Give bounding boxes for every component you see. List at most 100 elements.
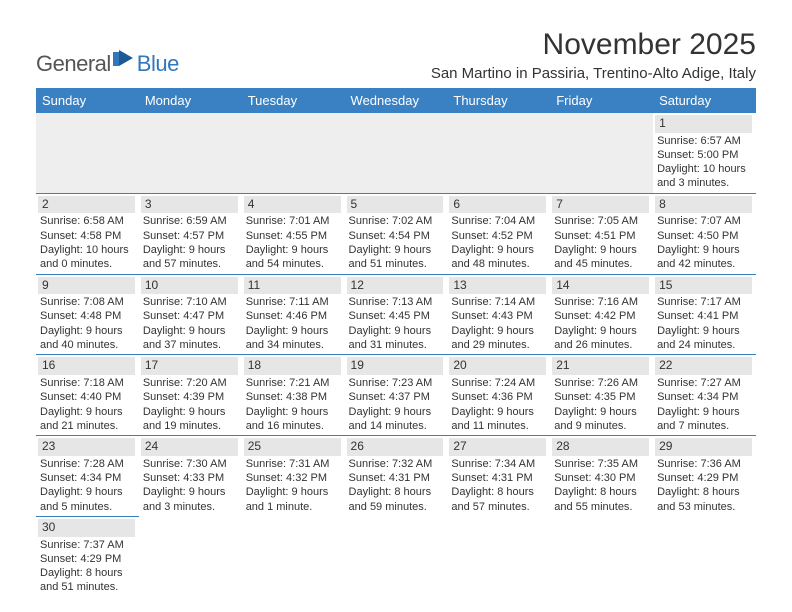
day-number: 4 [244,196,341,214]
calendar-cell: 3Sunrise: 6:59 AMSunset: 4:57 PMDaylight… [139,193,242,274]
sunrise-text: Sunrise: 7:21 AM [244,376,341,390]
daylight-text: and 9 minutes. [552,419,649,433]
daylight-text: Daylight: 9 hours [38,405,135,419]
sunset-text: Sunset: 4:57 PM [141,229,238,243]
daylight-text: and 40 minutes. [38,338,135,352]
sunset-text: Sunset: 4:39 PM [141,390,238,404]
daylight-text: Daylight: 9 hours [449,405,546,419]
daylight-text: and 21 minutes. [38,419,135,433]
calendar-cell: 16Sunrise: 7:18 AMSunset: 4:40 PMDayligh… [36,355,139,436]
daylight-text: Daylight: 9 hours [347,324,444,338]
daylight-text: Daylight: 9 hours [655,243,752,257]
day-number: 23 [38,438,135,456]
calendar-cell: 10Sunrise: 7:10 AMSunset: 4:47 PMDayligh… [139,274,242,355]
sunrise-text: Sunrise: 7:23 AM [347,376,444,390]
daylight-text: Daylight: 9 hours [347,405,444,419]
daylight-text: Daylight: 9 hours [655,405,752,419]
sunset-text: Sunset: 4:38 PM [244,390,341,404]
sunrise-text: Sunrise: 7:08 AM [38,295,135,309]
sunrise-text: Sunrise: 7:10 AM [141,295,238,309]
daylight-text: Daylight: 9 hours [552,405,649,419]
calendar-cell: 25Sunrise: 7:31 AMSunset: 4:32 PMDayligh… [242,436,345,517]
daylight-text: and 24 minutes. [655,338,752,352]
daylight-text: Daylight: 9 hours [38,485,135,499]
daylight-text: Daylight: 10 hours [655,162,752,176]
day-number: 9 [38,277,135,295]
sunset-text: Sunset: 4:51 PM [552,229,649,243]
daylight-text: and 51 minutes. [347,257,444,271]
calendar-cell: 13Sunrise: 7:14 AMSunset: 4:43 PMDayligh… [447,274,550,355]
day-number: 5 [347,196,444,214]
sunrise-text: Sunrise: 7:01 AM [244,214,341,228]
daylight-text: Daylight: 9 hours [244,485,341,499]
daylight-text: Daylight: 9 hours [244,324,341,338]
daylight-text: and 53 minutes. [655,500,752,514]
calendar-cell: 15Sunrise: 7:17 AMSunset: 4:41 PMDayligh… [653,274,756,355]
calendar-cell: 11Sunrise: 7:11 AMSunset: 4:46 PMDayligh… [242,274,345,355]
daylight-text: and 3 minutes. [655,176,752,190]
sunset-text: Sunset: 4:34 PM [38,471,135,485]
page-title: November 2025 [431,28,756,62]
sunset-text: Sunset: 4:43 PM [449,309,546,323]
day-number: 29 [655,438,752,456]
daylight-text: and 48 minutes. [449,257,546,271]
sunrise-text: Sunrise: 6:59 AM [141,214,238,228]
daylight-text: Daylight: 9 hours [552,243,649,257]
calendar-cell: 18Sunrise: 7:21 AMSunset: 4:38 PMDayligh… [242,355,345,436]
calendar-cell: 30Sunrise: 7:37 AMSunset: 4:29 PMDayligh… [36,516,139,596]
day-number: 10 [141,277,238,295]
day-number: 6 [449,196,546,214]
sunset-text: Sunset: 4:29 PM [38,552,135,566]
sunrise-text: Sunrise: 7:11 AM [244,295,341,309]
calendar-cell: 26Sunrise: 7:32 AMSunset: 4:31 PMDayligh… [345,436,448,517]
daylight-text: and 31 minutes. [347,338,444,352]
calendar-cell: 21Sunrise: 7:26 AMSunset: 4:35 PMDayligh… [550,355,653,436]
daylight-text: Daylight: 9 hours [141,485,238,499]
daylight-text: and 0 minutes. [38,257,135,271]
sunrise-text: Sunrise: 7:24 AM [449,376,546,390]
sunrise-text: Sunrise: 7:27 AM [655,376,752,390]
daylight-text: and 19 minutes. [141,419,238,433]
day-number: 24 [141,438,238,456]
daylight-text: and 51 minutes. [38,580,135,594]
daylight-text: and 45 minutes. [552,257,649,271]
calendar-cell: 20Sunrise: 7:24 AMSunset: 4:36 PMDayligh… [447,355,550,436]
daylight-text: and 37 minutes. [141,338,238,352]
sunrise-text: Sunrise: 7:13 AM [347,295,444,309]
calendar-row: 16Sunrise: 7:18 AMSunset: 4:40 PMDayligh… [36,355,756,436]
sunset-text: Sunset: 4:33 PM [141,471,238,485]
sunset-text: Sunset: 4:45 PM [347,309,444,323]
sunset-text: Sunset: 4:54 PM [347,229,444,243]
daylight-text: and 16 minutes. [244,419,341,433]
sunrise-text: Sunrise: 7:16 AM [552,295,649,309]
day-number: 17 [141,357,238,375]
sunset-text: Sunset: 4:48 PM [38,309,135,323]
calendar-cell: 14Sunrise: 7:16 AMSunset: 4:42 PMDayligh… [550,274,653,355]
daylight-text: and 26 minutes. [552,338,649,352]
calendar-cell: 2Sunrise: 6:58 AMSunset: 4:58 PMDaylight… [36,193,139,274]
day-header: Friday [550,88,653,113]
logo-text-blue: Blue [137,51,179,77]
daylight-text: Daylight: 9 hours [552,324,649,338]
daylight-text: and 55 minutes. [552,500,649,514]
sunrise-text: Sunrise: 6:58 AM [38,214,135,228]
calendar-cell: 4Sunrise: 7:01 AMSunset: 4:55 PMDaylight… [242,193,345,274]
sunrise-text: Sunrise: 7:34 AM [449,457,546,471]
calendar-cell [139,516,242,596]
calendar-cell: 6Sunrise: 7:04 AMSunset: 4:52 PMDaylight… [447,193,550,274]
day-number: 28 [552,438,649,456]
daylight-text: Daylight: 9 hours [244,243,341,257]
daylight-text: Daylight: 9 hours [655,324,752,338]
title-block: November 2025 San Martino in Passiria, T… [431,28,756,82]
daylight-text: and 11 minutes. [449,419,546,433]
calendar-cell [139,113,242,193]
sunset-text: Sunset: 4:47 PM [141,309,238,323]
calendar-cell [447,516,550,596]
daylight-text: and 7 minutes. [655,419,752,433]
day-number: 2 [38,196,135,214]
sunset-text: Sunset: 4:31 PM [449,471,546,485]
calendar-cell: 12Sunrise: 7:13 AMSunset: 4:45 PMDayligh… [345,274,448,355]
sunrise-text: Sunrise: 7:04 AM [449,214,546,228]
calendar-row: 2Sunrise: 6:58 AMSunset: 4:58 PMDaylight… [36,193,756,274]
sunset-text: Sunset: 4:52 PM [449,229,546,243]
